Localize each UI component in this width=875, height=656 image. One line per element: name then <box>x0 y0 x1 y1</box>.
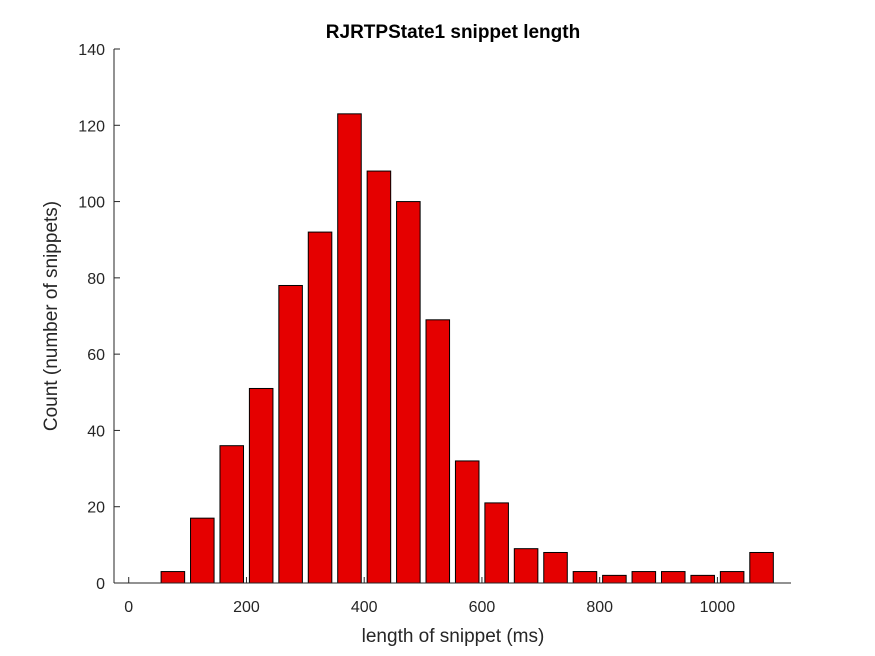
y-tick-label-0: 0 <box>96 576 105 593</box>
bar-575 <box>454 460 480 584</box>
bar-625 <box>484 502 509 584</box>
bar-375 <box>337 113 362 584</box>
x-tick-label-0: 0 <box>124 599 133 616</box>
bar-975 <box>690 574 715 584</box>
chart-title: RJRTPState1 snippet length <box>326 22 580 43</box>
bars-group <box>160 113 774 584</box>
bar-525 <box>425 319 451 584</box>
axes-group: 0 200 400 600 800 1000 0 20 40 60 80 100 120 140 <box>78 42 791 616</box>
bar-475 <box>396 201 421 584</box>
y-tick-label-80: 80 <box>87 271 105 288</box>
y-tick-label-100: 100 <box>78 195 105 212</box>
y-tick-label-20: 20 <box>87 500 105 517</box>
bar-1025 <box>719 571 745 584</box>
bar-125 <box>190 517 215 584</box>
bar-825 <box>602 574 627 584</box>
y-tick-label-140: 140 <box>78 42 105 59</box>
bar-225 <box>248 387 274 584</box>
y-tick-label-60: 60 <box>87 347 105 364</box>
bar-1075 <box>749 551 774 584</box>
bar-925 <box>660 571 686 584</box>
x-tick-label-1000: 1000 <box>700 599 736 616</box>
bar-275 <box>278 284 303 584</box>
bar-775 <box>572 571 598 584</box>
bar-75 <box>160 571 186 584</box>
x-tick-label-200: 200 <box>233 599 260 616</box>
x-axis-label: length of snippet (ms) <box>362 626 545 647</box>
bar-675 <box>513 548 539 584</box>
x-tick-label-600: 600 <box>469 599 496 616</box>
bar-325 <box>307 231 333 584</box>
bar-175 <box>219 445 245 584</box>
x-tick-label-400: 400 <box>351 599 378 616</box>
y-tick-label-40: 40 <box>87 423 105 440</box>
bar-875 <box>631 571 657 584</box>
bar-425 <box>366 170 392 584</box>
y-tick-label-120: 120 <box>78 118 105 135</box>
y-axis-label: Count (number of snippets) <box>41 201 62 431</box>
x-tick-label-800: 800 <box>586 599 613 616</box>
bar-725 <box>543 551 568 584</box>
